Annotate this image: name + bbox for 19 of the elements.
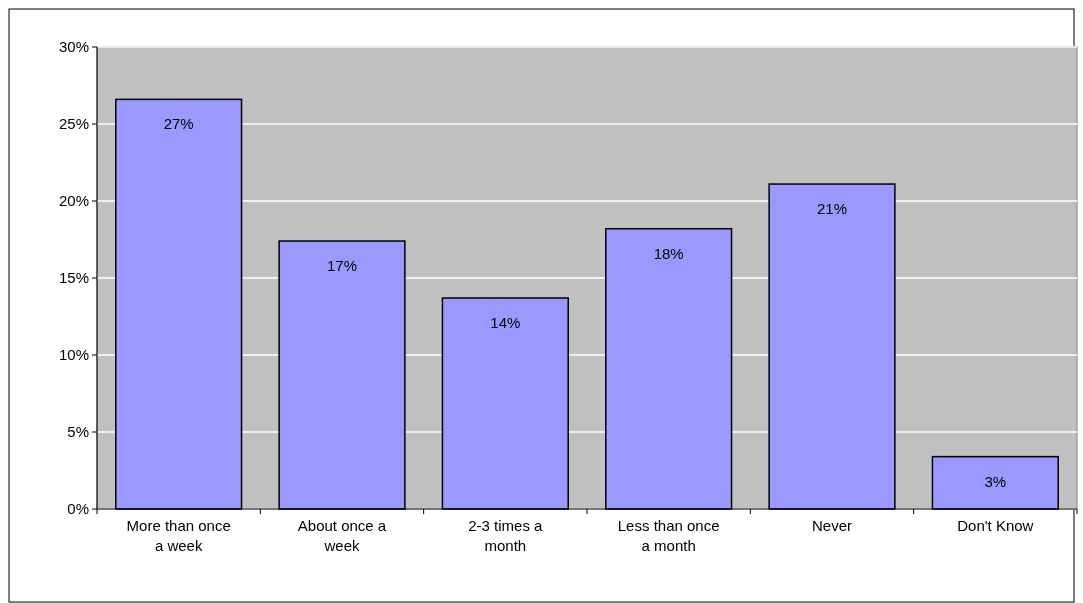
data-label: 18% [653,244,684,262]
y-tick-label: 0% [67,500,89,518]
data-label: 17% [326,257,358,275]
data-label: 21% [816,200,848,218]
y-tick-label: 20% [58,192,89,210]
y-tick-label: 25% [58,115,89,133]
x-tick-label: 2-3 times a month [468,517,544,554]
data-label: 14% [490,314,521,332]
data-label: 27% [163,115,194,133]
y-tick-label: 30% [58,38,89,56]
y-tick-label: 5% [67,423,89,441]
x-tick-label: Don't Know [957,517,1034,534]
x-tick-label: More than once a week [126,517,231,554]
data-label: 3% [984,472,1007,490]
x-tick-label: Never [811,517,853,534]
x-tick-label: About once a week [297,517,387,554]
x-tick-label: Less than once a month [617,517,720,554]
y-tick-label: 10% [58,346,89,364]
y-tick-label: 15% [58,269,89,287]
